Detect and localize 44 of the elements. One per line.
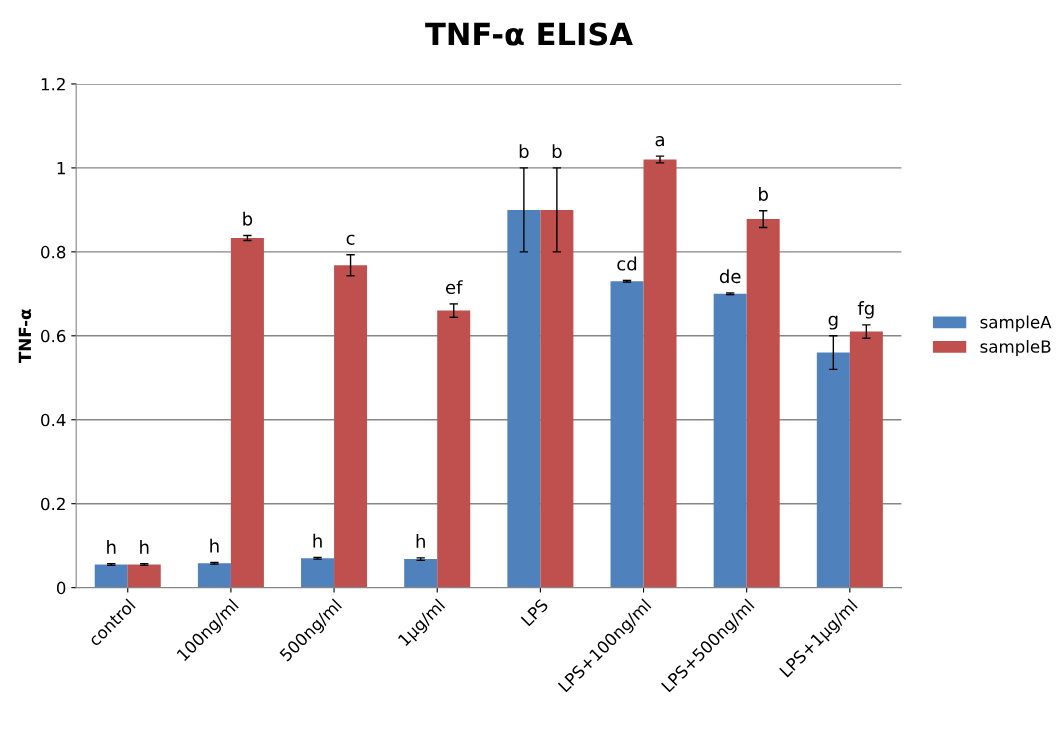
y-axis-title: TNF-α bbox=[18, 309, 32, 363]
y-tick-label: 1.2 bbox=[41, 77, 65, 91]
bar bbox=[713, 293, 747, 588]
y-tick-label: 0.6 bbox=[41, 329, 66, 343]
data-label: de bbox=[719, 269, 741, 284]
bar bbox=[849, 331, 883, 588]
legend-label: sampleA bbox=[980, 315, 1052, 332]
bar bbox=[94, 564, 128, 588]
data-label: fg bbox=[857, 301, 874, 319]
data-label: h bbox=[416, 534, 425, 548]
bar bbox=[230, 238, 264, 588]
bar bbox=[197, 563, 231, 588]
bar bbox=[816, 352, 850, 588]
data-label: c bbox=[346, 234, 355, 245]
bar bbox=[127, 564, 161, 588]
data-label: b bbox=[759, 186, 768, 201]
data-label: a bbox=[655, 135, 664, 147]
bar bbox=[610, 281, 644, 588]
bar bbox=[746, 219, 780, 588]
y-tick-label: 0.4 bbox=[41, 413, 66, 427]
y-tick-label: 1 bbox=[57, 162, 65, 175]
bar bbox=[334, 265, 368, 588]
data-label: b bbox=[552, 144, 562, 159]
data-label: ef bbox=[445, 280, 463, 295]
bar bbox=[437, 310, 471, 588]
data-label: h bbox=[313, 533, 322, 548]
data-label: h bbox=[140, 539, 149, 554]
data-label: cd bbox=[617, 256, 637, 271]
legend-label: sampleB bbox=[980, 339, 1051, 357]
chart-title: TNF-α ELISA bbox=[425, 22, 633, 46]
y-tick-label: 0.8 bbox=[41, 245, 66, 259]
data-label: h bbox=[107, 539, 116, 554]
data-label: g bbox=[828, 315, 838, 330]
x-tick-label: LPS bbox=[520, 598, 549, 627]
data-label: b bbox=[243, 211, 253, 226]
bar bbox=[301, 558, 335, 588]
y-tick-label: 0 bbox=[56, 581, 66, 595]
data-label: h bbox=[210, 538, 219, 553]
bar bbox=[643, 159, 677, 588]
bar bbox=[404, 559, 438, 588]
bar bbox=[540, 209, 574, 588]
y-tick-label: 0.2 bbox=[41, 497, 65, 511]
data-label: b bbox=[519, 144, 529, 159]
bar bbox=[507, 209, 541, 588]
